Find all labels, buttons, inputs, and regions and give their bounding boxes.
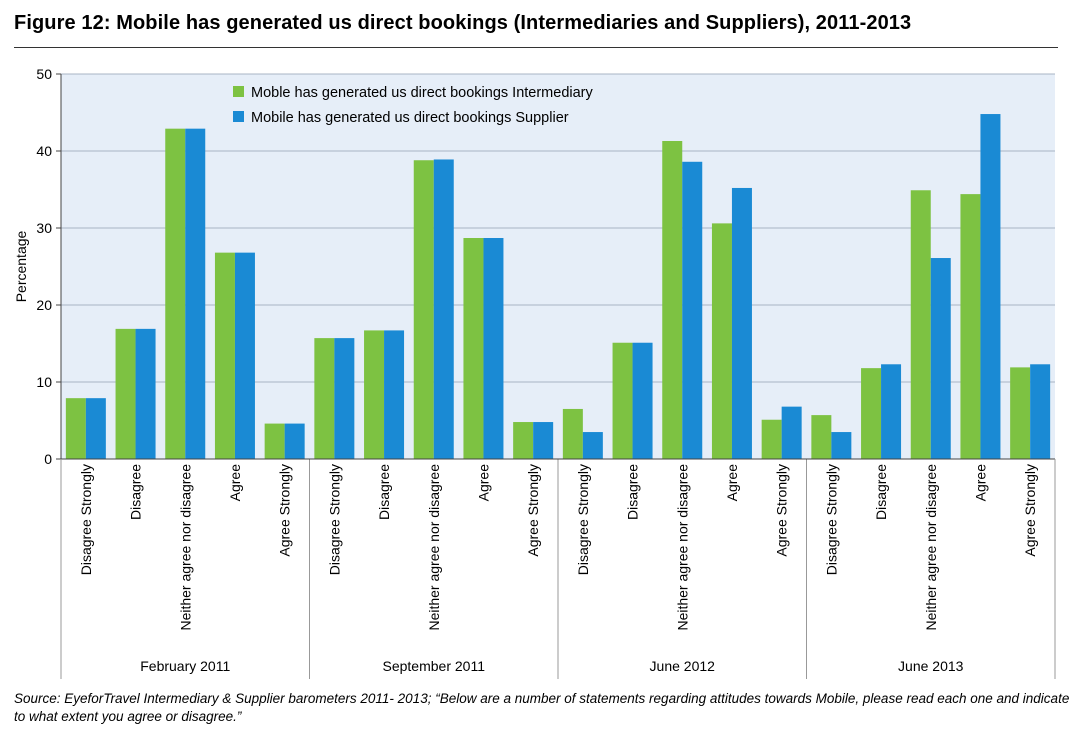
y-tick-label: 10 (36, 374, 52, 390)
intermediary-bar (761, 419, 782, 459)
supplier-bar (930, 258, 951, 459)
x-tick-label: Agree (227, 464, 243, 502)
supplier-bar (334, 338, 355, 459)
supplier-bar (433, 159, 454, 459)
y-tick-label: 0 (44, 451, 52, 467)
supplier-bar (881, 364, 902, 459)
x-tick-label: Disagree Strongly (78, 464, 94, 575)
legend-label: Mobile has generated us direct bookings … (251, 110, 569, 126)
x-tick-label: Agree Strongly (525, 464, 541, 557)
supplier-bar (185, 128, 206, 460)
x-tick-label: Neither agree nor disagree (674, 464, 690, 631)
x-tick-label: Neither agree nor disagree (177, 464, 193, 631)
x-tick-label: Agree (475, 464, 491, 502)
intermediary-bar (513, 422, 534, 459)
intermediary-bar (413, 160, 434, 460)
intermediary-bar (612, 342, 633, 459)
legend-label: Moble has generated us direct bookings I… (251, 85, 593, 101)
x-tick-label: Disagree (625, 464, 641, 520)
supplier-bar (234, 252, 255, 459)
x-tick-label: Disagree (376, 464, 392, 520)
supplier-bar (135, 328, 156, 459)
supplier-bar (632, 342, 653, 459)
group-label: February 2011 (140, 658, 230, 674)
x-tick-label: Agree Strongly (774, 464, 790, 557)
supplier-bar (781, 406, 802, 459)
group-label: June 2013 (898, 658, 964, 674)
intermediary-bar (711, 223, 732, 459)
x-tick-label: Agree (724, 464, 740, 502)
figure-title: Figure 12: Mobile has generated us direc… (14, 12, 912, 34)
y-tick-label: 40 (36, 143, 52, 159)
supplier-bar (85, 398, 106, 459)
x-tick-label: Neither agree nor disagree (923, 464, 939, 631)
y-tick-label: 30 (36, 220, 52, 236)
intermediary-bar (960, 194, 981, 459)
supplier-bar (582, 432, 603, 459)
intermediary-bar (264, 423, 285, 459)
intermediary-bar (65, 398, 86, 459)
intermediary-bar (314, 338, 335, 459)
legend-swatch (233, 86, 244, 97)
intermediary-bar (811, 415, 832, 459)
supplier-bar (682, 161, 703, 459)
y-axis-label: Percentage (13, 230, 29, 302)
title-divider (14, 47, 1058, 48)
supplier-bar (483, 238, 504, 459)
plot-area (61, 74, 1055, 459)
intermediary-bar (214, 252, 235, 459)
intermediary-bar (910, 190, 931, 459)
x-tick-label: Neither agree nor disagree (426, 464, 442, 631)
intermediary-bar (364, 330, 385, 459)
intermediary-bar (463, 238, 484, 459)
intermediary-bar (562, 408, 583, 459)
x-tick-label: Agree Strongly (277, 464, 293, 557)
x-tick-label: Disagree (873, 464, 889, 520)
x-tick-label: Agree Strongly (1022, 464, 1038, 557)
legend-swatch (233, 111, 244, 122)
intermediary-bar (165, 128, 186, 460)
group-label: September 2011 (383, 658, 486, 674)
group-label: June 2012 (650, 658, 716, 674)
intermediary-bar (662, 140, 683, 460)
supplier-bar (731, 187, 752, 459)
intermediary-bar (861, 368, 882, 459)
supplier-bar (384, 330, 405, 459)
x-tick-label: Disagree Strongly (823, 464, 839, 575)
supplier-bar (980, 114, 1001, 459)
x-tick-label: Disagree Strongly (575, 464, 591, 575)
x-tick-label: Disagree (128, 464, 144, 520)
y-tick-label: 20 (36, 297, 52, 313)
supplier-bar (831, 432, 852, 459)
supplier-bar (284, 423, 305, 459)
y-tick-label: 50 (36, 66, 52, 82)
supplier-bar (1030, 364, 1051, 459)
x-tick-label: Disagree Strongly (326, 464, 342, 575)
supplier-bar (533, 422, 554, 459)
x-tick-label: Agree (972, 464, 988, 502)
intermediary-bar (1010, 367, 1031, 459)
source-note: Source: EyeforTravel Intermediary & Supp… (14, 691, 1070, 724)
intermediary-bar (115, 328, 136, 459)
